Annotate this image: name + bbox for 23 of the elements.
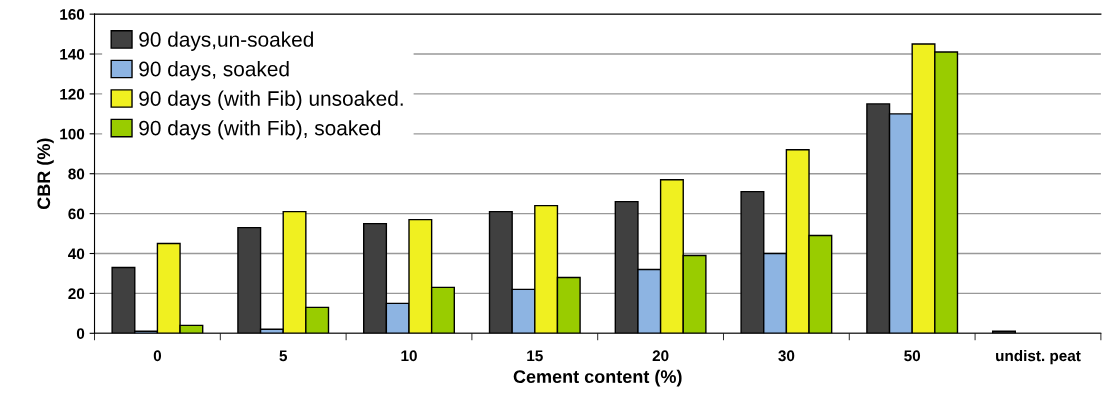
x-tick-label: 15 [527, 350, 543, 362]
y-axis-title: CBR (%) [36, 138, 54, 210]
x-tick-label: 5 [279, 350, 288, 362]
x-tick-label: 30 [778, 350, 795, 362]
y-tick-label: 100 [60, 128, 85, 140]
x-axis-title: Cement content (%) [513, 369, 682, 387]
y-tick-label: 60 [68, 208, 85, 220]
legend-label: 90 days (with Fib) unsoaked. [139, 90, 403, 111]
legend-label: 90 days (with Fib), soaked [139, 120, 381, 140]
x-tick-label: 20 [652, 350, 669, 362]
legend-label: 90 days, soaked [139, 61, 289, 81]
y-tick-label: 40 [68, 248, 85, 260]
x-tick-label: 10 [401, 350, 417, 362]
y-tick-label: 140 [60, 48, 85, 60]
x-tick-label: undist. peat [996, 349, 1081, 365]
x-tick-label: 50 [904, 350, 921, 362]
y-tick-label: 80 [68, 168, 85, 180]
legend-label: 90 days,un-soaked [139, 31, 313, 51]
y-tick-label: 0 [76, 328, 85, 339]
x-tick-label: 0 [153, 350, 162, 362]
y-tick-label: 160 [60, 9, 85, 20]
y-tick-label: 120 [60, 88, 85, 100]
y-tick-label: 20 [68, 288, 85, 300]
